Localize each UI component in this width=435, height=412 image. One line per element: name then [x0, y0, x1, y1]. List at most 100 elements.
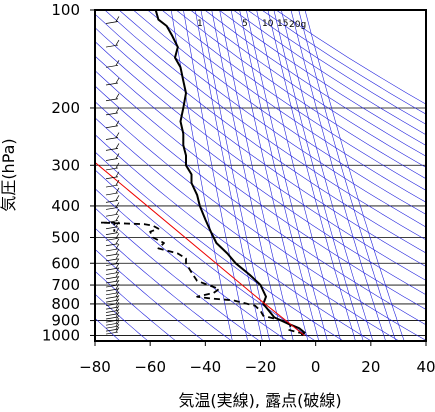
mixing-ratio-line: [219, 10, 294, 341]
wind-barb: [115, 120, 120, 126]
wind-barb: [115, 314, 120, 321]
mr-label-10: 10: [262, 19, 274, 29]
wind-barb: [105, 137, 119, 140]
wind-barb: [115, 267, 120, 273]
wind-barb: [115, 321, 120, 327]
wind-barb: [115, 187, 120, 194]
wind-barb: [105, 292, 119, 296]
wind-barb: [115, 153, 120, 159]
dry-adiabat-line: [104, 10, 426, 241]
temperature-line: [154, 10, 306, 337]
mixing-ratio-line: [239, 10, 320, 341]
dry-adiabat-line: [275, 10, 426, 105]
wind-barb: [115, 305, 120, 311]
wind-barb: [115, 202, 120, 208]
wind-barb: [115, 243, 120, 250]
wind-barb: [115, 143, 120, 149]
wind-barb: [105, 125, 119, 129]
dry-adiabat-line: [95, 293, 149, 341]
wind-barb: [105, 237, 119, 241]
wind-barb: [105, 322, 119, 326]
dry-adiabat-line: [95, 70, 426, 310]
dry-adiabat-line: [95, 13, 426, 254]
wind-barb: [115, 233, 120, 239]
dry-adiabat-line: [95, 41, 426, 281]
mixing-ratio-line: [290, 10, 386, 341]
dry-adiabat-line: [95, 207, 260, 341]
mr-label-20g: 20g: [289, 20, 306, 30]
mr-label-1: 1: [197, 19, 203, 29]
wind-barb: [115, 275, 120, 282]
sounding-profiles: [95, 10, 306, 337]
mixing-ratio-line: [230, 10, 309, 341]
wind-barb: [105, 158, 119, 161]
dry-adiabat-line: [161, 10, 426, 191]
y-axis-title: 気圧(hPa): [0, 138, 18, 211]
dry-adiabat-line: [95, 169, 316, 341]
wind-barb: [105, 296, 119, 299]
wind-barb: [105, 148, 119, 151]
x-tick-0: 0: [311, 358, 321, 376]
y-tick-800: 800: [51, 295, 80, 313]
y-tick-500: 500: [51, 228, 80, 246]
wind-barb: [105, 167, 119, 171]
dry-adiabats: [95, 10, 426, 341]
wind-barb: [105, 243, 119, 247]
wind-barb: [115, 195, 120, 201]
dry-adiabat-line: [204, 10, 426, 157]
dry-adiabat-line: [95, 85, 426, 326]
dry-adiabat-line: [190, 10, 426, 168]
wind-barb: [105, 310, 119, 313]
mixing-ratio-line: [246, 10, 328, 341]
wind-barb: [115, 326, 120, 333]
mixing-ratio-line: [281, 10, 374, 341]
wind-barb: [105, 82, 119, 86]
wind-barb: [105, 248, 119, 252]
dry-adiabat-line: [95, 55, 426, 296]
wind-barb: [115, 311, 120, 318]
y-tick-300: 300: [51, 156, 80, 174]
wind-barb: [105, 288, 119, 292]
wind-barb: [105, 325, 119, 329]
wind-barb: [115, 323, 120, 330]
wind-barb: [105, 263, 119, 266]
wind-barb: [105, 98, 119, 102]
dry-adiabat-line: [147, 10, 426, 203]
wind-barb: [105, 284, 119, 288]
wind-barb: [105, 272, 119, 275]
dry-adiabat-line: [218, 10, 426, 146]
wind-barb: [115, 258, 120, 264]
y-tick-900: 900: [51, 312, 80, 330]
mixing-ratio-line: [273, 10, 364, 341]
wind-barb: [105, 316, 119, 320]
wind-barb: [115, 77, 120, 84]
wind-barb: [115, 132, 120, 138]
mixing-ratio-line: [200, 10, 270, 341]
wind-barbs: [105, 16, 120, 335]
wind-barb: [115, 60, 120, 66]
wind-barb: [115, 248, 120, 255]
y-tick-200: 200: [51, 99, 80, 117]
wind-barb: [105, 258, 119, 262]
x-tick-20: 20: [361, 358, 380, 376]
wind-barb: [115, 287, 120, 293]
wind-barb: [105, 319, 119, 323]
wind-barb: [105, 207, 119, 210]
mr-label-15: 15: [277, 19, 288, 29]
mixing-ratio-labels: 1 5 10 15 20g: [197, 19, 306, 30]
dry-adiabat-line: [95, 151, 344, 341]
dry-adiabat-line: [176, 10, 426, 180]
wind-barb: [105, 226, 119, 230]
parcel-line: [95, 161, 305, 336]
dry-adiabat-line: [95, 270, 177, 341]
x-tick-−60: −60: [134, 358, 166, 376]
wind-barb: [105, 276, 119, 280]
dry-adiabat-line: [95, 227, 232, 341]
wind-barb: [105, 328, 119, 332]
dry-adiabat-line: [95, 188, 288, 341]
x-axis-title: 気温(実線), 露点(破線): [178, 391, 341, 410]
dry-adiabat-line: [118, 10, 426, 228]
wind-barb: [105, 253, 119, 257]
wind-barb: [115, 253, 120, 260]
y-tick-100: 100: [51, 1, 80, 19]
